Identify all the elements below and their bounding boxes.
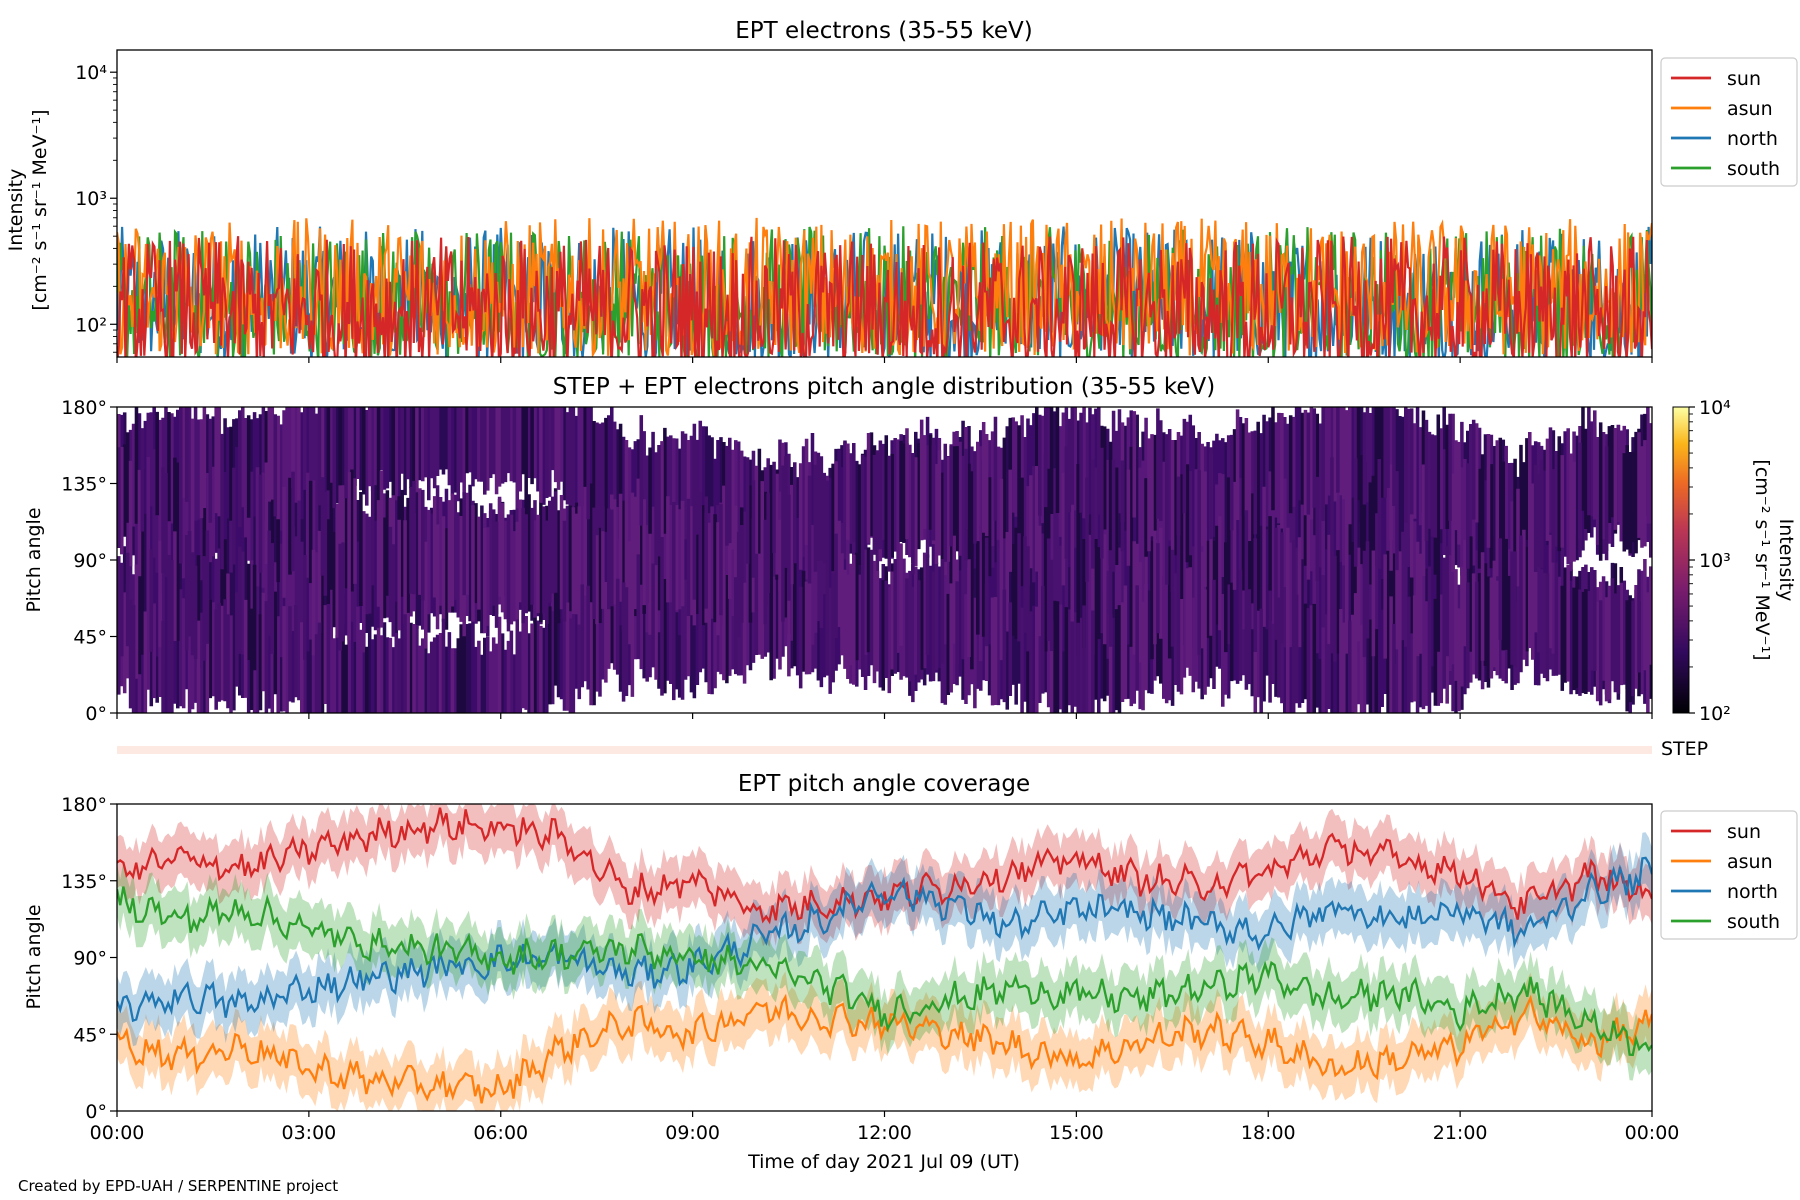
series-line-asun — [117, 217, 1652, 357]
panel3-legend: sun asun north south — [1660, 810, 1798, 940]
panel2-xticks — [116, 713, 1653, 719]
heatmap-cells — [117, 407, 1652, 713]
x-tick-label: 00:00 — [90, 1122, 145, 1144]
heatmap-cells — [122, 407, 1644, 713]
heatmap-cells — [117, 407, 1641, 713]
legend-label-south: south — [1727, 158, 1780, 180]
x-tick-label: 06:00 — [473, 1122, 528, 1144]
panel1-yticks: 10² 10³ 10⁴ — [75, 62, 117, 353]
heatmap-cells — [120, 407, 1652, 713]
legend-box — [1660, 57, 1798, 187]
colorbar-label-text: Intensity — [1775, 519, 1797, 602]
colorbar-tick-label: 10⁴ — [1699, 397, 1731, 419]
x-tick-label: 09:00 — [665, 1122, 720, 1144]
colorbar-ticks: 10² 10³ 10⁴ — [1689, 397, 1731, 725]
panel1-ylabel-unit: [cm⁻² s⁻¹ sr⁻¹ MeV⁻¹] — [29, 109, 51, 310]
xaxis-label: Time of day 2021 Jul 09 (UT) — [747, 1151, 1020, 1173]
series-line-north — [117, 856, 1652, 1023]
y-tick-label: 180° — [61, 794, 107, 816]
panel2-heatmap — [117, 407, 1652, 713]
y-tick-label: 135° — [61, 474, 107, 496]
legend-label-sun: sun — [1727, 68, 1761, 90]
x-tick-label: 21:00 — [1433, 1122, 1488, 1144]
panel3-ylabel: Pitch angle — [23, 904, 45, 1009]
panel-intensity: EPT electrons (35-55 keV) 10² 10³ 10⁴ Inte… — [5, 18, 1798, 363]
heatmap-cells — [117, 407, 1652, 713]
series-line-asun — [117, 993, 1652, 1104]
panel3-yticks: 0° 45° 90° 135° 180° — [61, 794, 117, 1123]
panel3-title: EPT pitch angle coverage — [738, 771, 1030, 797]
panel2-yticks: 0° 45° 90° 135° 180° — [61, 397, 117, 725]
legend-label-north: north — [1727, 128, 1778, 150]
y-tick-label: 10⁴ — [75, 62, 107, 84]
panel1-ylabel-text: Intensity — [5, 169, 27, 252]
x-tick-label: 00:00 — [1625, 1122, 1680, 1144]
legend-label-south: south — [1727, 911, 1780, 933]
y-tick-label: 45° — [73, 627, 107, 649]
colorbar — [1672, 406, 1690, 714]
colorbar-tick-label: 10³ — [1699, 550, 1731, 572]
panel2-ylabel: Pitch angle — [23, 507, 45, 612]
step-strip — [117, 746, 1652, 754]
colorbar-label-unit: [cm⁻² s⁻¹ sr⁻¹ MeV⁻¹] — [1751, 459, 1773, 660]
panel1-title: EPT electrons (35-55 keV) — [735, 18, 1032, 44]
y-tick-label: 10² — [75, 314, 107, 336]
panel1-xticks — [116, 357, 1653, 363]
y-tick-label: 135° — [61, 871, 107, 893]
x-tick-label: 18:00 — [1241, 1122, 1296, 1144]
legend-box — [1660, 810, 1798, 940]
legend-label-north: north — [1727, 881, 1778, 903]
panel1-ylabel: Intensity [cm⁻² s⁻¹ sr⁻¹ MeV⁻¹] — [5, 109, 51, 310]
y-tick-label: 180° — [61, 397, 107, 419]
step-strip-label: STEP — [1661, 738, 1708, 760]
band-asun — [117, 971, 1652, 1111]
colorbar-tick-label: 10² — [1699, 703, 1731, 725]
credit-text: Created by EPD-UAH / SERPENTINE project — [18, 1177, 338, 1195]
panel-pitch-angle-distribution: STEP + EPT electrons pitch angle distrib… — [23, 374, 1797, 760]
y-tick-label: 10³ — [75, 188, 107, 210]
legend-label-asun: asun — [1727, 851, 1773, 873]
y-tick-label: 0° — [85, 703, 107, 725]
panel2-title: STEP + EPT electrons pitch angle distrib… — [553, 374, 1215, 400]
band-sun — [117, 804, 1652, 947]
panel3-xticks: 00:00 03:00 06:00 09:00 12:00 15:00 18:00 21:00… — [90, 1111, 1680, 1144]
x-tick-label: 15:00 — [1049, 1122, 1104, 1144]
series-line-sun — [117, 807, 1652, 925]
y-tick-label: 0° — [85, 1101, 107, 1123]
band-south — [117, 861, 1652, 1081]
y-tick-label: 45° — [73, 1024, 107, 1046]
panel-pitch-angle-coverage: EPT pitch angle coverage 0° 45° 90° 135° 180… — [23, 771, 1798, 1173]
series-line-sun — [117, 236, 1652, 357]
y-tick-label: 90° — [73, 948, 107, 970]
x-tick-label: 03:00 — [281, 1122, 336, 1144]
x-tick-label: 12:00 — [857, 1122, 912, 1144]
colorbar-label: Intensity [cm⁻² s⁻¹ sr⁻¹ MeV⁻¹] — [1751, 459, 1797, 660]
panel1-series — [117, 217, 1652, 357]
panel1-legend: sun asun north south — [1660, 57, 1798, 187]
y-tick-label: 90° — [73, 550, 107, 572]
legend-label-sun: sun — [1727, 821, 1761, 843]
series-line-south — [117, 886, 1652, 1057]
panel3-series — [117, 804, 1652, 1111]
legend-label-asun: asun — [1727, 98, 1773, 120]
